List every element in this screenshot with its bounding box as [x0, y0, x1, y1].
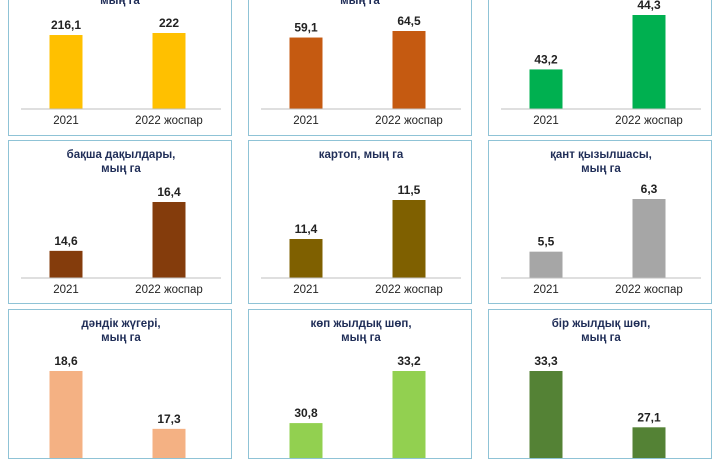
- chart-title-line: мың га: [101, 163, 141, 175]
- bar-1: [529, 69, 563, 109]
- bar-chart: 43,2 2021 44,3 2022 жоспар: [501, 0, 701, 127]
- data-label: 59,1: [294, 21, 318, 35]
- chart-panel-2: мың га 59,1 2021 64,5 2022 жоспар: [248, 0, 472, 136]
- chart-title: мың га: [340, 0, 380, 7]
- data-label: 5,5: [538, 235, 555, 249]
- bar-1: [289, 423, 323, 458]
- chart-panel-6: қант қызылшасы, мың га 5,5 2021 6,3 2022 жосп…: [488, 140, 712, 304]
- bar-chart: қант қызылшасы, мың га 5,5 2021 6,3 2022 жосп…: [501, 149, 701, 296]
- data-label: 11,4: [295, 222, 318, 236]
- bar-2: [152, 428, 186, 458]
- bar-chart: 216,1 2021 222 2022 жоспар: [21, 16, 221, 127]
- data-label: 17,3: [157, 412, 181, 426]
- data-label: 33,3: [534, 354, 558, 368]
- category-label: 2021: [533, 284, 559, 296]
- chart-panel-5: картоп, мың га 11,4 2021 11,5 2022 жоспар: [248, 140, 472, 304]
- category-label: 2021: [293, 115, 319, 127]
- chart-panel-3: 43,2 2021 44,3 2022 жоспар: [488, 0, 712, 136]
- chart-panel-4: бақша дақылдары, мың га 14,6 2021 16,4 2022 ж…: [8, 140, 232, 304]
- bar-2: [632, 15, 666, 109]
- data-label: 43,2: [534, 52, 558, 66]
- data-label: 64,5: [397, 14, 421, 28]
- chart-title-line: мың га: [581, 163, 621, 175]
- data-label: 30,8: [294, 406, 318, 420]
- chart-title-line: бір жылдық шөп,: [552, 318, 651, 330]
- category-label: 2022 жоспар: [375, 115, 443, 127]
- category-label: 2021: [53, 115, 79, 127]
- data-label: 6,3: [641, 182, 658, 196]
- bar-chart: картоп, мың га 11,4 2021 11,5 2022 жоспар: [261, 149, 461, 296]
- chart-title-line: бақша дақылдары,: [67, 149, 176, 161]
- category-label: 2021: [533, 115, 559, 127]
- bar-2: [632, 427, 666, 458]
- bar-2: [632, 199, 666, 278]
- bar-2: [392, 200, 426, 278]
- category-label: 2022 жоспар: [615, 115, 683, 127]
- bar-1: [529, 371, 563, 458]
- data-label: 14,6: [54, 234, 78, 248]
- chart-title-line: мың га: [101, 332, 141, 344]
- category-label: 2022 жоспар: [135, 115, 203, 127]
- bar-1: [49, 371, 83, 458]
- data-label: 33,2: [397, 354, 421, 368]
- chart-title-line: мың га: [581, 332, 621, 344]
- chart-title-line: қант қызылшасы,: [550, 149, 652, 161]
- data-label: 11,5: [398, 183, 421, 197]
- chart-title-line: мың га: [341, 332, 381, 344]
- bar-2: [152, 33, 186, 109]
- data-label: 16,4: [157, 185, 181, 199]
- bar-2: [392, 31, 426, 109]
- chart-title-line: картоп, мың га: [319, 149, 404, 161]
- bar-1: [289, 239, 323, 278]
- data-label: 216,1: [51, 18, 81, 32]
- bar-1: [49, 35, 83, 109]
- category-label: 2022 жоспар: [135, 284, 203, 296]
- bar-2: [392, 371, 426, 458]
- bar-1: [49, 250, 83, 278]
- category-label: 2022 жоспар: [375, 284, 443, 296]
- chart-panel-1: мың га 216,1 2021 222 2022 жоспар: [8, 0, 232, 136]
- category-label: 2021: [293, 284, 319, 296]
- data-label: 44,3: [637, 0, 661, 12]
- bar-2: [152, 202, 186, 278]
- bar-chart: бақша дақылдары, мың га 14,6 2021 16,4 2022 ж…: [21, 149, 221, 296]
- category-label: 2021: [53, 284, 79, 296]
- bar-1: [529, 251, 563, 278]
- data-label: 18,6: [54, 354, 78, 368]
- chart-title: мың га: [100, 0, 140, 7]
- bar-1: [289, 37, 323, 110]
- data-label: 222: [159, 16, 179, 30]
- data-label: 27,1: [637, 410, 661, 424]
- bar-chart: 59,1 2021 64,5 2022 жоспар: [261, 14, 461, 127]
- category-label: 2022 жоспар: [615, 284, 683, 296]
- chart-title-line: дәндік жүгері,: [81, 318, 160, 330]
- chart-title-line: көп жылдық шөп,: [310, 318, 411, 330]
